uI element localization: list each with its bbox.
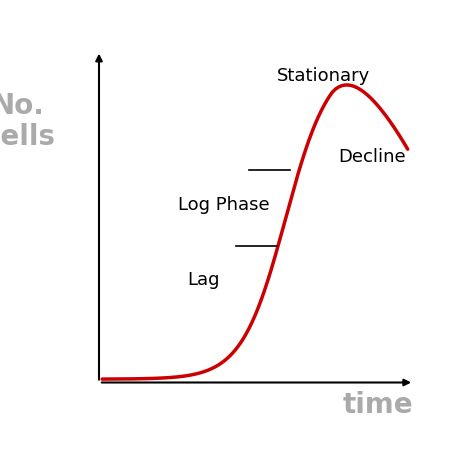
- Text: Lag: Lag: [187, 271, 220, 289]
- Text: Stationary: Stationary: [277, 68, 370, 86]
- Text: Log Phase: Log Phase: [178, 196, 270, 214]
- Text: time: time: [343, 391, 413, 419]
- Text: No.
Cells: No. Cells: [0, 92, 55, 151]
- Text: Decline: Decline: [338, 148, 406, 166]
